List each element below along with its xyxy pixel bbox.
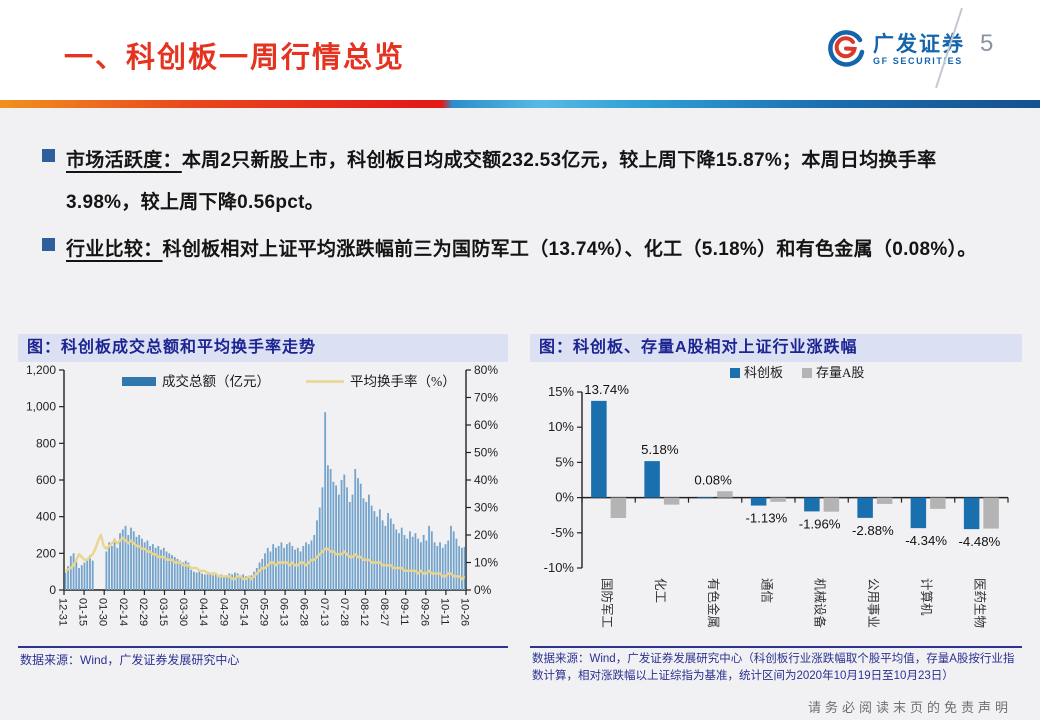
svg-text:05-29: 05-29 [258, 598, 270, 626]
svg-text:成交总额（亿元）: 成交总额（亿元） [162, 373, 270, 389]
svg-text:-1.96%: -1.96% [799, 517, 841, 532]
page-title: 一、科创板一周行情总览 [64, 42, 406, 74]
left-chart-svg: 0 200 400 600 800 1,000 1,200 0% 10% 20% 30% 40% 50%… [26, 363, 498, 626]
svg-text:04-29: 04-29 [217, 598, 229, 626]
left-chart: 0 200 400 600 800 1,000 1,200 0% 10% 20% 30% 40% 50%… [18, 362, 508, 646]
svg-text:科创板: 科创板 [744, 365, 783, 380]
svg-text:09-26: 09-26 [418, 598, 430, 626]
svg-text:05-14: 05-14 [237, 598, 249, 626]
svg-text:计算机: 计算机 [919, 578, 934, 616]
bullet-body: 科创板相对上证平均涨跌幅前三为国防军工（13.74%）、化工（5.18%）和有色… [162, 239, 977, 260]
page-number: 5 [980, 30, 994, 57]
svg-text:01-15: 01-15 [77, 598, 89, 626]
svg-text:06-28: 06-28 [298, 598, 310, 626]
bullet-square-icon [42, 149, 55, 162]
svg-text:400: 400 [36, 510, 56, 524]
svg-text:0.08%: 0.08% [694, 472, 732, 487]
svg-text:07-28: 07-28 [338, 598, 350, 626]
svg-text:10%: 10% [474, 556, 498, 570]
svg-text:-2.88%: -2.88% [852, 523, 894, 538]
bullet-text: 市场活跃度：本周2只新股上市，科创板日均成交额232.53亿元，较上周下降15.… [66, 140, 1002, 224]
svg-text:1,200: 1,200 [26, 363, 56, 377]
header: 一、科创板一周行情总览 广发证券 GF SECURITIES 5 [0, 0, 1040, 100]
header-accent-bar [0, 100, 1040, 108]
svg-text:国防军工: 国防军工 [600, 578, 615, 628]
svg-text:0: 0 [49, 583, 56, 597]
panel-industry-change: 图：科创板、存量A股相对上证行业涨跌幅 -10% -5% 0% 5% 10% 15% 13.… [530, 334, 1022, 684]
svg-text:5%: 5% [555, 454, 574, 469]
svg-text:-4.34%: -4.34% [905, 533, 947, 548]
svg-text:20%: 20% [474, 528, 498, 542]
svg-text:08-27: 08-27 [378, 598, 390, 626]
svg-text:50%: 50% [474, 446, 498, 460]
svg-text:10%: 10% [548, 419, 574, 434]
svg-text:平均换手率（%）: 平均换手率（%） [350, 373, 456, 389]
panel-title: 图：科创板、存量A股相对上证行业涨跌幅 [530, 334, 1022, 362]
svg-text:200: 200 [36, 546, 56, 560]
svg-text:公用事业: 公用事业 [866, 578, 880, 628]
svg-text:-5%: -5% [551, 525, 575, 540]
logo-en: GF SECURITIES [873, 56, 963, 66]
svg-text:80%: 80% [474, 363, 498, 377]
svg-text:化工: 化工 [653, 578, 667, 603]
bullet-lead: 行业比较： [66, 239, 163, 260]
svg-text:02-14: 02-14 [117, 598, 129, 626]
logo-cn: 广发证券 [873, 33, 965, 56]
svg-text:通信: 通信 [759, 578, 773, 603]
source-note: 数据来源：Wind，广发证券发展研究中心 [18, 646, 508, 668]
svg-text:40%: 40% [474, 473, 498, 487]
bullet-industry-compare: 行业比较：科创板相对上证平均涨跌幅前三为国防军工（13.74%）、化工（5.18… [42, 229, 1002, 271]
svg-text:09-11: 09-11 [398, 598, 410, 625]
svg-text:10-26: 10-26 [459, 598, 471, 626]
svg-text:10-11: 10-11 [438, 598, 450, 625]
svg-text:03-30: 03-30 [177, 598, 189, 626]
svg-text:06-13: 06-13 [278, 598, 290, 626]
svg-text:01-30: 01-30 [97, 598, 109, 626]
svg-text:5.18%: 5.18% [641, 442, 679, 457]
gf-logo-icon [826, 28, 866, 73]
source-note: 数据来源：Wind，广发证券发展研究中心（科创板行业涨跌幅取个股平均值，存量A股… [530, 646, 1022, 684]
svg-text:13.74%: 13.74% [584, 382, 629, 397]
bullet-body: 本周2只新股上市，科创板日均成交额232.53亿元，较上周下降15.87%；本周… [66, 150, 937, 213]
svg-text:70%: 70% [474, 391, 498, 405]
gf-securities-logo: 广发证券 GF SECURITIES [826, 28, 965, 73]
svg-text:-1.13%: -1.13% [745, 511, 787, 526]
svg-text:60%: 60% [474, 418, 498, 432]
svg-text:800: 800 [36, 436, 56, 450]
right-chart-svg: -10% -5% 0% 5% 10% 15% 13.74% 国防军工 5.18% 化工 0.08% 有… [544, 365, 1009, 629]
bullet-square-icon [42, 238, 55, 251]
panel-title: 图：科创板成交总额和平均换手率走势 [18, 334, 508, 362]
panel-turnover-trend: 图：科创板成交总额和平均换手率走势 0 200 400 600 800 1,000 1,20… [18, 334, 508, 668]
svg-text:30%: 30% [474, 501, 498, 515]
svg-text:有色金属: 有色金属 [706, 578, 721, 628]
svg-text:1,000: 1,000 [26, 400, 56, 414]
bullet-market-activity: 市场活跃度：本周2只新股上市，科创板日均成交额232.53亿元，较上周下降15.… [42, 140, 1002, 224]
svg-text:08-12: 08-12 [358, 598, 370, 626]
svg-text:存量A股: 存量A股 [816, 365, 864, 380]
svg-text:07-13: 07-13 [318, 598, 330, 626]
svg-text:12-31: 12-31 [57, 598, 69, 626]
svg-text:机械设备: 机械设备 [813, 578, 828, 629]
right-chart: -10% -5% 0% 5% 10% 15% 13.74% 国防军工 5.18% 化工 0.08% 有… [530, 362, 1022, 646]
svg-text:02-29: 02-29 [137, 598, 149, 626]
svg-text:600: 600 [36, 473, 56, 487]
footer-disclaimer: 请务必阅读末页的免责声明 [807, 700, 1012, 715]
logo-text: 广发证券 GF SECURITIES [873, 34, 965, 67]
svg-text:-10%: -10% [544, 560, 575, 575]
svg-text:0%: 0% [555, 490, 574, 505]
svg-text:03-15: 03-15 [157, 598, 169, 626]
svg-text:15%: 15% [548, 384, 574, 399]
svg-text:0%: 0% [474, 583, 492, 597]
svg-text:医药生物: 医药生物 [972, 578, 986, 628]
bullet-lead: 市场活跃度： [66, 150, 182, 171]
svg-text:-4.48%: -4.48% [958, 534, 1000, 549]
bullet-text: 行业比较：科创板相对上证平均涨跌幅前三为国防军工（13.74%）、化工（5.18… [66, 229, 1002, 271]
svg-text:04-14: 04-14 [197, 598, 209, 626]
